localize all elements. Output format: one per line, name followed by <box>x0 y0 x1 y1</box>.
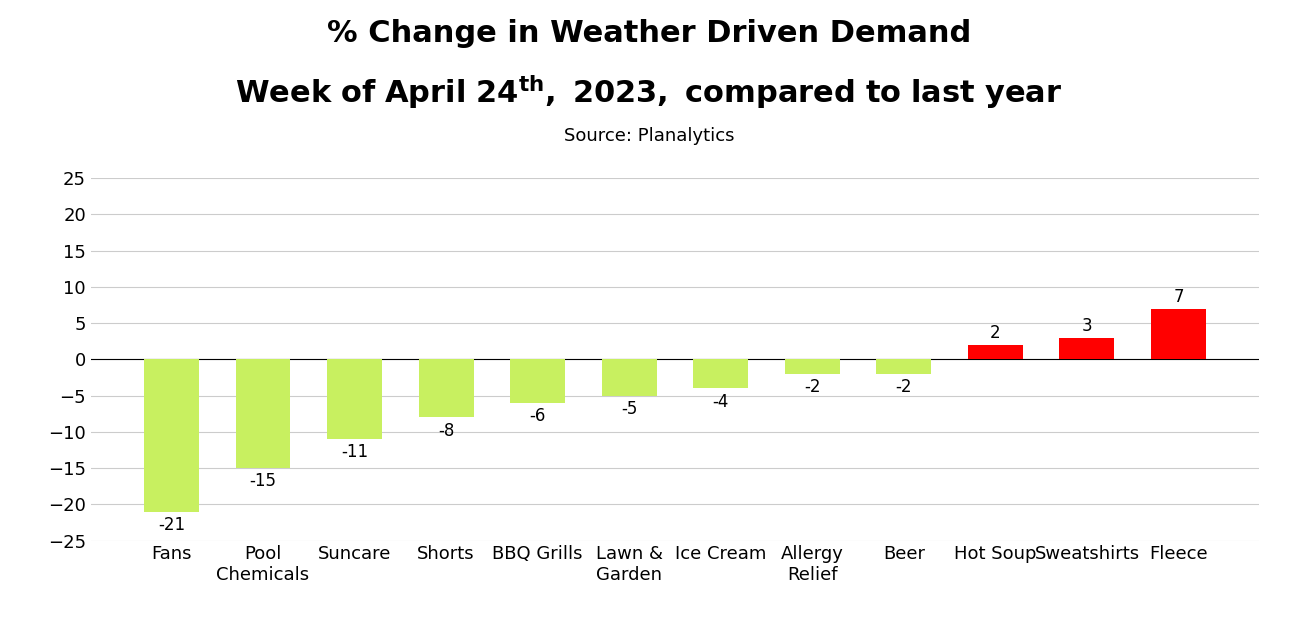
Text: -5: -5 <box>620 400 637 418</box>
Bar <box>876 359 931 374</box>
Bar <box>510 359 565 403</box>
Text: -2: -2 <box>896 378 912 396</box>
Text: -4: -4 <box>713 392 729 411</box>
Text: $\mathbf{Week\ of\ April\ 24^{th},\ 2023,\ compared\ to\ last\ year}$: $\mathbf{Week\ of\ April\ 24^{th},\ 2023… <box>235 73 1063 111</box>
Text: -8: -8 <box>437 422 454 439</box>
Text: 2: 2 <box>990 324 1001 342</box>
Bar <box>144 359 199 511</box>
Bar <box>968 345 1023 359</box>
Text: -11: -11 <box>341 443 369 462</box>
Text: -2: -2 <box>803 378 820 396</box>
Bar <box>235 359 291 468</box>
Text: -15: -15 <box>249 473 276 490</box>
Text: Source: Planalytics: Source: Planalytics <box>563 127 735 145</box>
Text: 7: 7 <box>1173 287 1184 306</box>
Bar <box>419 359 474 417</box>
Text: 3: 3 <box>1081 317 1092 335</box>
Bar <box>327 359 382 439</box>
Bar <box>602 359 657 396</box>
Text: % Change in Weather Driven Demand: % Change in Weather Driven Demand <box>327 19 971 48</box>
Text: -6: -6 <box>530 407 546 425</box>
Bar <box>693 359 748 389</box>
Bar <box>1151 308 1206 359</box>
Text: -21: -21 <box>158 516 186 534</box>
Bar <box>1059 338 1115 359</box>
Bar <box>785 359 840 374</box>
